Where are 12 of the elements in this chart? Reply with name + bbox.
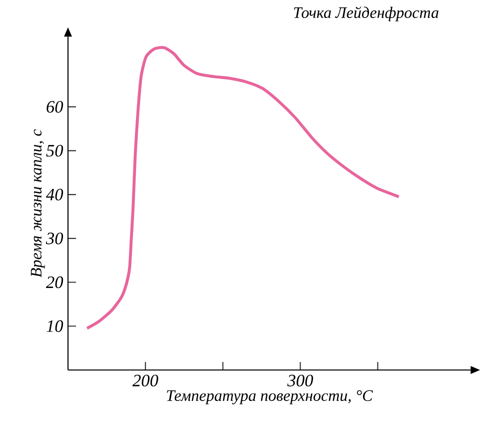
x-tick-label: 200 (132, 374, 158, 386)
line-series (86, 46, 400, 330)
chart-title: Точка Лейденфроста (294, 6, 438, 22)
y-tick-label: 30 (46, 232, 64, 244)
y-tick-label: 40 (46, 188, 64, 200)
y-tick-label: 60 (46, 101, 64, 113)
x-tick-label: 300 (287, 374, 314, 386)
y-tick-label: 20 (46, 276, 64, 288)
x-axis-title: Температура поверхности, °C (166, 390, 373, 404)
y-axis-title: Время жизни капли, с (30, 129, 45, 278)
y-tick-label: 10 (46, 320, 64, 332)
y-tick-label: 50 (46, 144, 64, 157)
